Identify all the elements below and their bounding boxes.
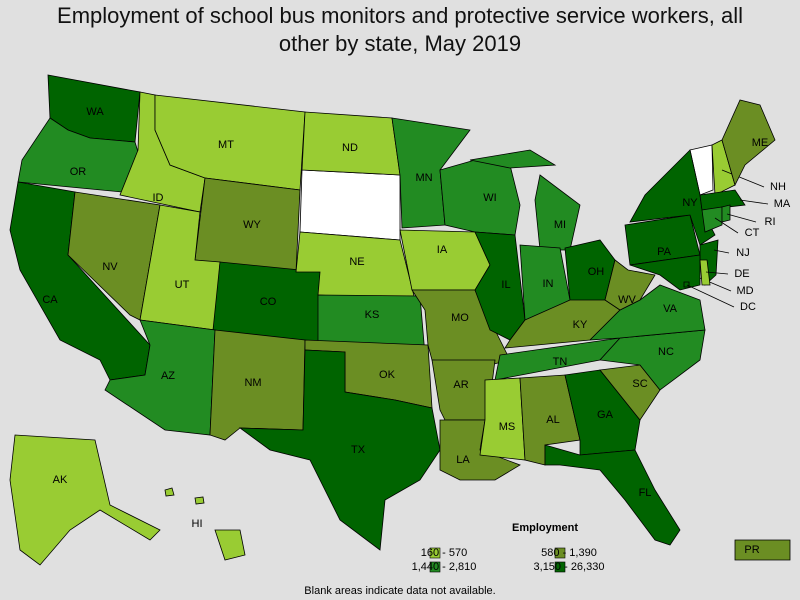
state-label: PA [657, 246, 672, 258]
legend-label: 580 - 1,390 [541, 547, 597, 559]
state-label: OR [70, 166, 87, 178]
legend-swatch [429, 561, 441, 573]
state-label: MO [451, 312, 469, 324]
state-label: WV [618, 294, 636, 306]
state-label: ND [342, 142, 358, 154]
state-label: MA [774, 198, 791, 210]
state-label: HI [192, 518, 203, 530]
map-title: Employment of school bus monitors and pr… [57, 3, 743, 56]
legend-swatch [554, 561, 566, 573]
state-label: ID [153, 192, 164, 204]
leader-line [714, 217, 739, 234]
state-label: NV [102, 261, 118, 273]
state-label: ME [752, 137, 769, 149]
state-label: NH [770, 181, 786, 193]
state-label: VA [663, 303, 678, 315]
state-label: TX [351, 444, 366, 456]
state-label: AR [453, 379, 468, 391]
state-label: NM [244, 377, 261, 389]
state-label: NJ [736, 247, 749, 259]
state [399, 229, 491, 291]
state-label: PR [744, 544, 759, 556]
state [534, 174, 581, 251]
footnote: Blank areas indicate data not available. [304, 585, 495, 597]
state-label: SC [632, 378, 647, 390]
state-label: OH [588, 266, 605, 278]
state-label: WY [243, 219, 261, 231]
state [238, 349, 441, 551]
state-label: IN [543, 278, 554, 290]
state-label: AL [546, 414, 559, 426]
state-label: CT [745, 227, 760, 239]
state-label: OK [379, 369, 396, 381]
state-label: KY [573, 319, 588, 331]
state-label: MN [415, 172, 432, 184]
state [699, 189, 746, 211]
state [194, 496, 205, 505]
state-label: DE [734, 268, 749, 280]
state [474, 231, 526, 341]
state [469, 149, 557, 169]
state [734, 539, 791, 561]
state-label: AK [53, 474, 68, 486]
state-label: WA [86, 106, 104, 118]
state-label: IA [437, 244, 448, 256]
state-label: MT [218, 139, 234, 151]
state-label: MD [736, 285, 753, 297]
state-label: AZ [161, 370, 175, 382]
state [214, 529, 246, 561]
state-label: NE [349, 256, 364, 268]
state-label: DC [740, 301, 756, 313]
state-label: GA [597, 409, 614, 421]
state [699, 259, 711, 286]
state [701, 206, 723, 233]
state [67, 191, 161, 321]
state-label: MI [554, 219, 566, 231]
leader-line [739, 199, 769, 205]
legend-label: 3,150 - 26,330 [534, 561, 605, 573]
state-label: KS [365, 309, 380, 321]
state-label: IL [501, 279, 510, 291]
legend-title: Employment [512, 522, 578, 534]
legend-swatch [429, 547, 441, 559]
state [479, 377, 526, 461]
state [164, 487, 175, 497]
state-label: WI [483, 192, 496, 204]
state-label: LA [456, 454, 470, 466]
leader-line [713, 249, 730, 254]
state [604, 259, 656, 311]
state-label: NY [682, 197, 698, 209]
state-label: NC [658, 346, 674, 358]
state-label: CO [260, 296, 277, 308]
state [544, 444, 681, 546]
state [439, 159, 521, 236]
state-label: FL [639, 487, 652, 499]
legend-label: 1,440 - 2,810 [412, 561, 477, 573]
legend-swatch [554, 547, 566, 559]
leader-line [721, 169, 765, 188]
leader-line [686, 284, 735, 308]
state [721, 99, 776, 187]
state [721, 204, 731, 223]
state-label: CA [42, 294, 58, 306]
state [683, 281, 690, 288]
state-label: RI [765, 216, 776, 228]
state-label: TN [553, 356, 568, 368]
state [629, 254, 701, 291]
state-label: UT [175, 279, 190, 291]
state [9, 434, 161, 566]
leader-line [726, 213, 757, 223]
state-no-data [299, 169, 401, 241]
state-label: MS [499, 421, 516, 433]
legend-label: 160 - 570 [421, 547, 467, 559]
leader-line [705, 271, 729, 275]
